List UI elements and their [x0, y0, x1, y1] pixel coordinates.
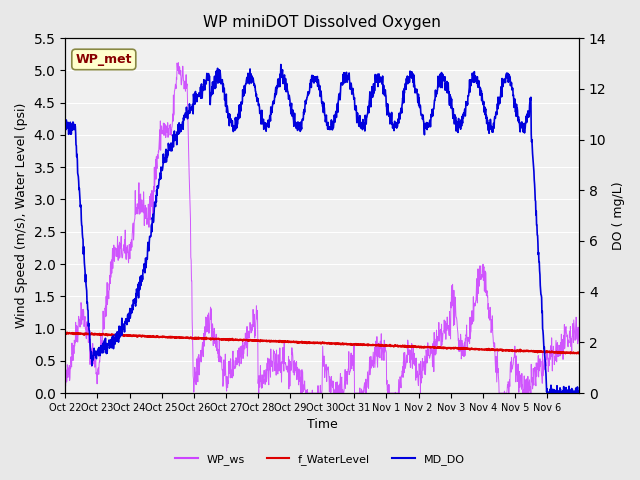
X-axis label: Time: Time [307, 419, 337, 432]
Text: WP_met: WP_met [76, 53, 132, 66]
Y-axis label: Wind Speed (m/s), Water Level (psi): Wind Speed (m/s), Water Level (psi) [15, 103, 28, 328]
Y-axis label: DO ( mg/L): DO ( mg/L) [612, 181, 625, 250]
Legend: WP_ws, f_WaterLevel, MD_DO: WP_ws, f_WaterLevel, MD_DO [171, 450, 469, 469]
Title: WP miniDOT Dissolved Oxygen: WP miniDOT Dissolved Oxygen [204, 15, 441, 30]
